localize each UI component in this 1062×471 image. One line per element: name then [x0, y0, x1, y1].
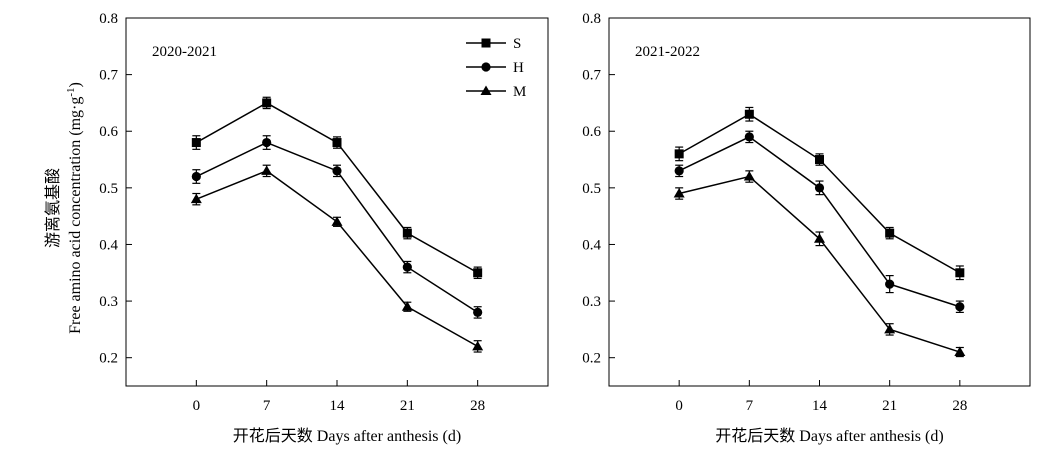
x-tick-label: 28 [952, 398, 967, 414]
data-point [331, 216, 343, 226]
x-tick-label: 28 [470, 398, 485, 414]
data-point [402, 262, 412, 272]
x-tick-label: 7 [746, 398, 754, 414]
plot-frame [125, 17, 549, 387]
data-point [955, 268, 965, 278]
series-S [674, 106, 965, 281]
data-point [673, 188, 685, 198]
y-tick-label: 0.2 [582, 351, 601, 367]
y-tick-label: 0.8 [582, 11, 601, 27]
series-M [673, 170, 966, 358]
data-point [332, 166, 342, 176]
data-point [815, 155, 824, 165]
y-tick-label: 0.5 [582, 181, 601, 197]
data-point [191, 138, 201, 148]
y-tick-label: 0.3 [99, 294, 118, 310]
data-point [473, 307, 483, 317]
y-axis-title: 游离氨基酸 Free amino acid concentration (mg·g… [44, 82, 84, 334]
legend-marker [481, 62, 491, 72]
x-tick-label: 21 [882, 398, 897, 414]
y-axis-title-close: ) [67, 82, 84, 87]
series-line [195, 102, 479, 274]
series-M [190, 164, 484, 353]
x-tick-label: 14 [812, 398, 828, 414]
data-point [885, 228, 895, 238]
x-axis-title: 开花后天数 Days after anthesis (d) [715, 427, 943, 445]
y-tick-label: 0.6 [582, 124, 601, 140]
y-tick-label: 0.7 [99, 68, 118, 84]
data-point [955, 302, 965, 312]
series-line [196, 170, 479, 348]
data-point [885, 279, 895, 289]
y-tick-label: 0.7 [582, 68, 601, 84]
x-tick-label: 7 [263, 398, 271, 414]
series-S [191, 96, 483, 280]
legend-label: M [513, 84, 526, 100]
plot-frame [608, 17, 1031, 387]
legend-marker [481, 38, 491, 48]
panel-season-label: 2021-2022 [635, 44, 700, 60]
panel-season-label: 2020-2021 [152, 44, 217, 60]
y-tick-label: 0.3 [582, 294, 601, 310]
data-point [743, 171, 755, 181]
panel-2021-2022: 0.2 0.3 0.4 0.5 0.6 0.7 0.8 0 7 14 21 28 开花后天数 Days … [582, 11, 1031, 445]
data-point [954, 346, 966, 357]
data-point [814, 233, 825, 243]
data-point [402, 228, 412, 238]
panel-2020-2021: 0.2 0.3 0.4 0.5 0.6 0.7 0.8 0 7 14 21 28 开花后天数 Days … [99, 11, 549, 445]
data-point [674, 149, 684, 159]
legend-label: H [513, 60, 524, 76]
data-point [261, 165, 273, 175]
y-tick-label: 0.6 [99, 124, 118, 140]
data-point [332, 138, 342, 148]
legend-label: S [513, 36, 521, 52]
y-tick-label: 0.2 [99, 351, 118, 367]
series-H [674, 130, 965, 313]
y-tick-label: 0.8 [99, 11, 118, 27]
data-point [674, 166, 684, 176]
y-tick-label: 0.4 [99, 237, 118, 253]
x-tick-label: 0 [675, 398, 683, 414]
x-tick-label: 21 [400, 398, 415, 414]
data-point [191, 171, 201, 182]
x-tick-label: 0 [193, 398, 201, 414]
data-point [262, 98, 272, 108]
y-axis-title-sup: -1 [65, 87, 77, 96]
x-tick-label: 14 [330, 398, 346, 414]
data-point [744, 109, 754, 119]
data-point [473, 268, 483, 278]
series-H [191, 135, 483, 319]
legend: SHM [466, 36, 526, 100]
data-point [814, 183, 825, 193]
data-point [472, 340, 484, 351]
y-axis-title-en: Free amino acid concentration (mg·g [67, 97, 84, 334]
data-point [744, 132, 754, 142]
y-tick-label: 0.4 [582, 237, 601, 253]
data-point [401, 301, 413, 311]
data-point [190, 193, 202, 204]
y-axis-title-cn: 游离氨基酸 [44, 168, 62, 248]
series-line [678, 175, 961, 353]
data-point [262, 137, 272, 148]
x-axis-title: 开花后天数 Days after anthesis (d) [233, 427, 461, 445]
legend-marker [480, 85, 492, 95]
data-point [884, 323, 896, 334]
y-tick-label: 0.5 [99, 181, 118, 197]
